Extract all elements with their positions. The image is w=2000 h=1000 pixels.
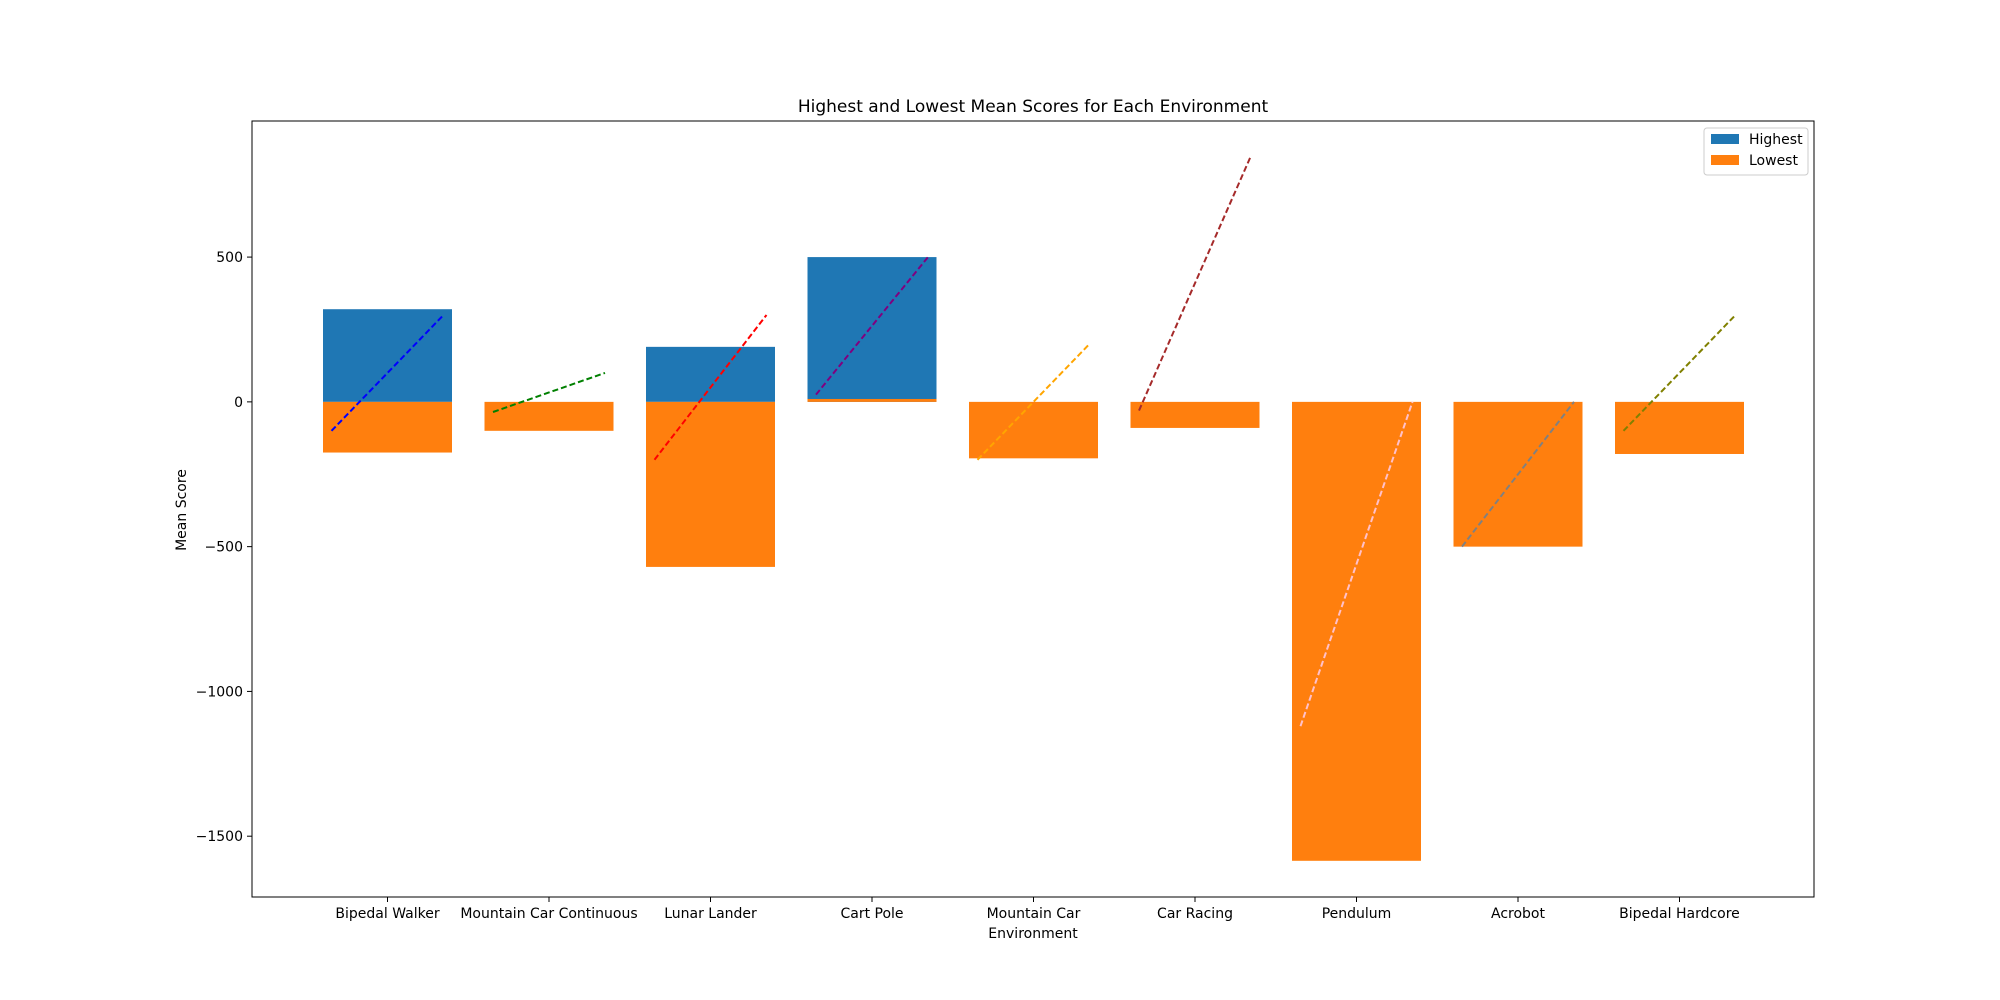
x-tick-label: Bipedal Walker: [335, 906, 439, 922]
x-axis-label: Environment: [988, 926, 1078, 942]
legend: Highest Lowest: [1703, 127, 1809, 176]
bar-lowest-6: [1130, 401, 1260, 428]
y-axis-label: Mean Score: [174, 469, 190, 551]
chart-title: Highest and Lowest Mean Scores for Each …: [798, 97, 1269, 117]
x-tick-label: Acrobot: [1491, 906, 1545, 922]
trend-line-group: [330, 155, 1737, 727]
bar-lowest-4: [807, 398, 937, 402]
x-tick-label: Pendulum: [1322, 906, 1392, 922]
x-tick-label: Bipedal Hardcore: [1619, 906, 1740, 922]
trend-line-6: [1138, 155, 1252, 411]
bar-lowest-1: [323, 401, 452, 453]
y-tick-label: 0: [234, 395, 243, 411]
bar-highest-3: [646, 346, 775, 402]
bar-lowest-2: [484, 401, 614, 431]
y-tick-label: −1000: [196, 684, 243, 700]
y-tick-label: −1500: [196, 829, 243, 845]
y-tick-label: −500: [205, 540, 243, 556]
trend-line-4: [815, 256, 929, 396]
trend-line-8: [1461, 401, 1575, 548]
bar-lowest-9: [1615, 401, 1744, 454]
x-tick-label: Cart Pole: [840, 906, 903, 922]
y-tick-label: 500: [216, 250, 243, 266]
x-tick-label: Mountain Car Continuous: [460, 906, 637, 922]
bar-highest-1: [323, 309, 452, 402]
legend-label-lowest: Lowest: [1749, 153, 1798, 169]
bar-lowest-5: [969, 401, 1098, 459]
x-tick-label: Car Racing: [1157, 906, 1233, 922]
y-axis: 500 0 −500 −1000 −1500: [196, 250, 252, 845]
bar-lowest-3: [646, 401, 775, 567]
legend-swatch-lowest: [1711, 155, 1739, 165]
trend-line-2: [492, 371, 606, 413]
bar-lowest-7: [1292, 401, 1421, 861]
legend-label-highest: Highest: [1749, 132, 1803, 148]
legend-swatch-highest: [1711, 134, 1739, 144]
trend-line-7: [1299, 401, 1414, 727]
x-axis: Bipedal Walker Mountain Car Continuous Lun…: [335, 897, 1740, 922]
x-tick-label: Lunar Lander: [664, 906, 757, 922]
x-tick-label: Mountain Car: [987, 906, 1081, 922]
trend-line-3: [653, 314, 768, 461]
